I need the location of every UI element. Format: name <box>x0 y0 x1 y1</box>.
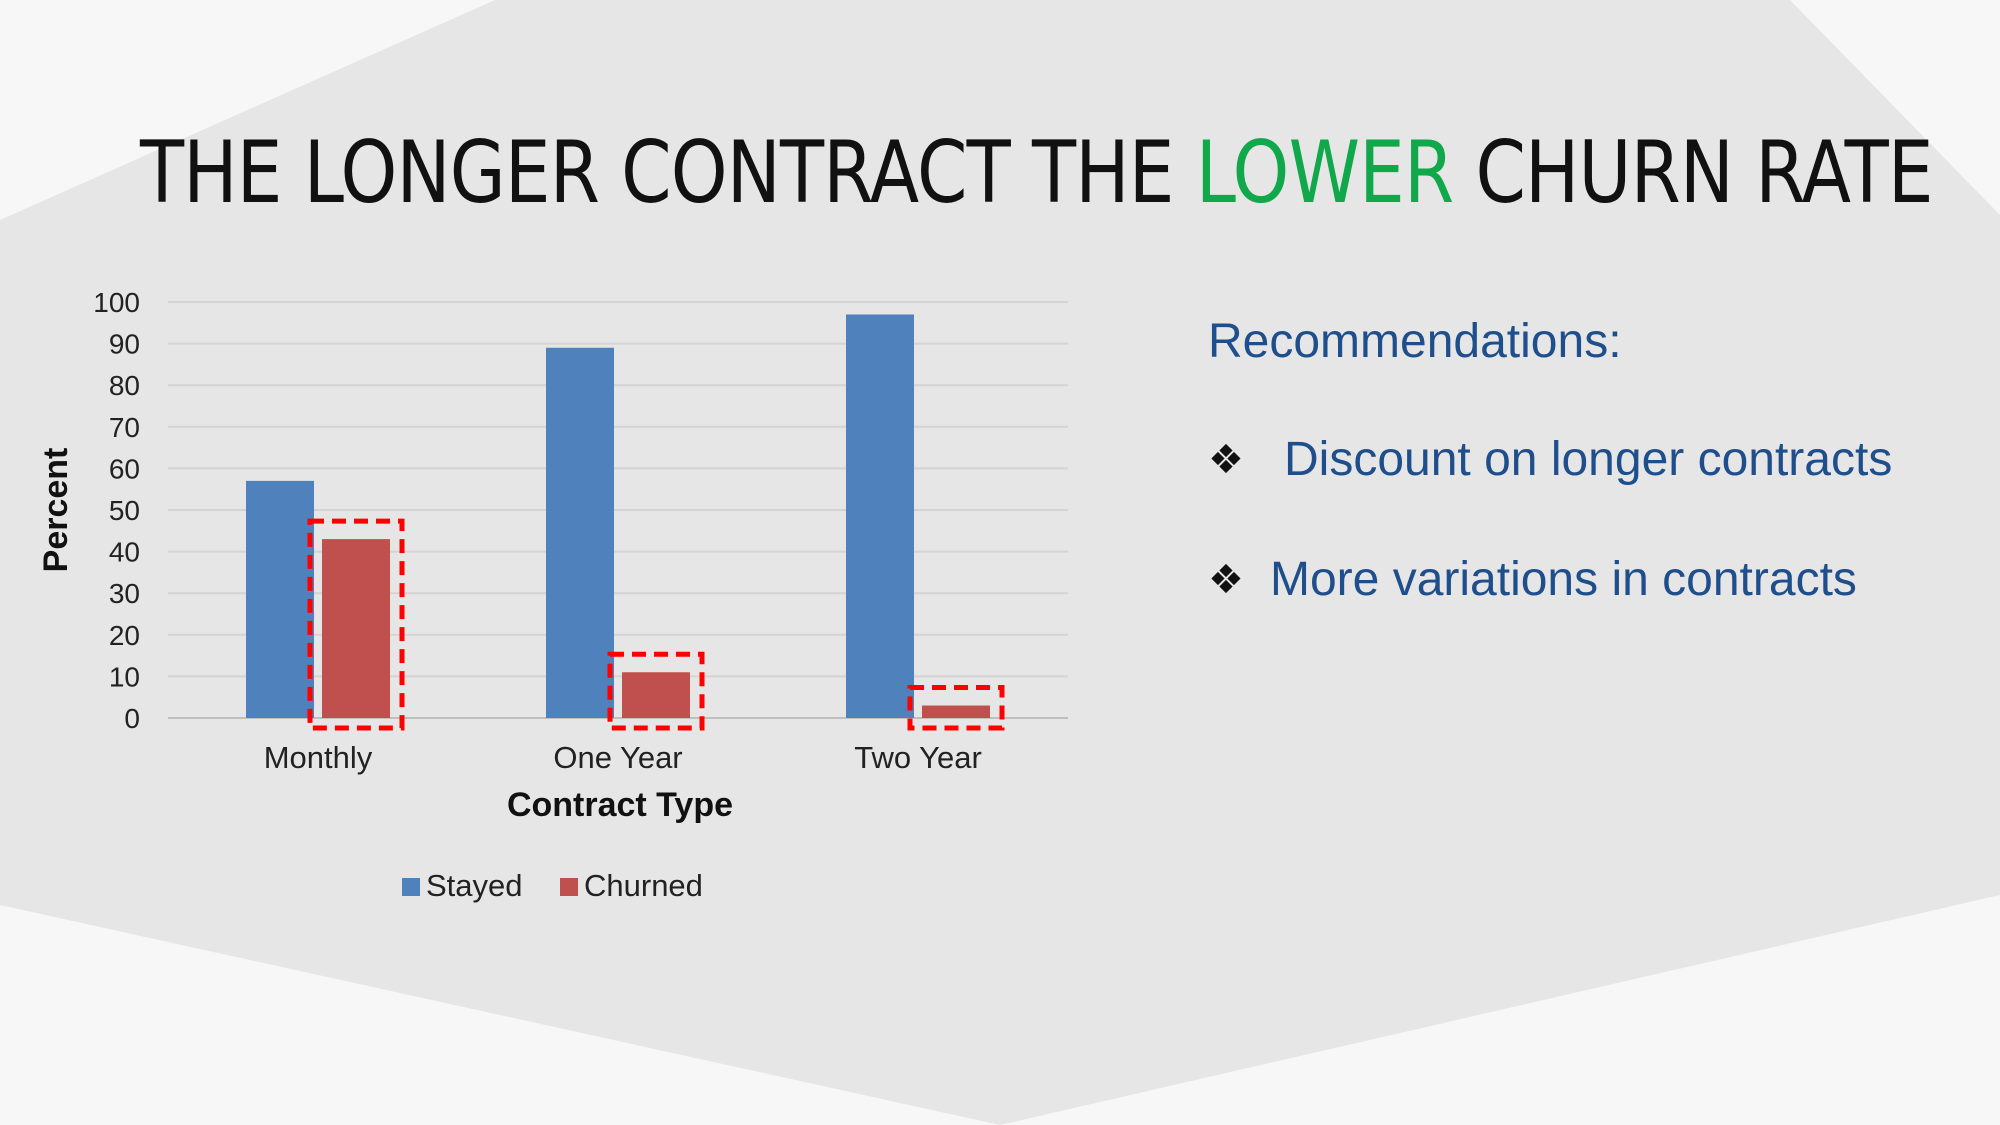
y-axis-ticks: 0 10 20 30 40 50 60 70 80 90 100 <box>93 287 140 734</box>
recommendations-panel: Recommendations: ❖ Discount on longer co… <box>1208 310 1892 606</box>
highlight-box <box>307 518 405 731</box>
y-tick-label: 70 <box>109 412 140 443</box>
bar-churned-monthly <box>322 539 390 718</box>
x-axis-categories: Monthly One Year Two Year <box>264 740 982 775</box>
legend-swatch <box>402 878 420 896</box>
bar-churned-one-year <box>622 672 690 718</box>
legend-label: Stayed <box>426 868 523 903</box>
four-diamond-icon: ❖ <box>1208 438 1244 482</box>
x-category-label: Monthly <box>264 740 373 775</box>
y-tick-label: 80 <box>109 370 140 401</box>
bar-chart: 0 10 20 30 40 50 60 70 80 90 100 Monthly One Year Tw… <box>37 287 1068 903</box>
legend-swatch <box>560 878 578 896</box>
y-tick-label: 20 <box>109 620 140 651</box>
y-tick-label: 0 <box>124 703 140 734</box>
slide-title: THE LONGER CONTRACT THE LOWER CHURN RATE <box>140 118 1934 228</box>
y-tick-label: 10 <box>109 661 140 692</box>
y-axis-title: Percent <box>37 448 75 573</box>
y-tick-label: 30 <box>109 578 140 609</box>
x-axis-title: Contract Type <box>507 786 733 824</box>
chart-grid <box>168 301 1068 719</box>
recommendation-text: More variations in contracts <box>1270 553 1857 606</box>
bar-stayed-two-year <box>846 314 914 718</box>
recommendation-item: ❖ More variations in contracts <box>1208 548 1857 612</box>
x-category-label: Two Year <box>854 740 982 775</box>
recommendations-heading: Recommendations: <box>1208 315 1622 368</box>
legend-label: Churned <box>584 868 703 903</box>
four-diamond-icon: ❖ <box>1208 558 1244 602</box>
highlight-box <box>907 685 1005 731</box>
title-part-1: THE LONGER CONTRACT THE <box>140 123 1196 223</box>
chart-legend: Stayed Churned <box>402 868 703 903</box>
bar-stayed-monthly <box>246 480 314 718</box>
y-tick-label: 40 <box>109 537 140 568</box>
x-category-label: One Year <box>553 740 682 775</box>
y-tick-label: 50 <box>109 495 140 526</box>
y-tick-label: 100 <box>93 287 140 318</box>
churn-highlights <box>307 518 1005 731</box>
recommendation-item: ❖ Discount on longer contracts <box>1208 428 1892 492</box>
title-part-3: CHURN RATE <box>1453 123 1933 223</box>
recommendation-text: Discount on longer contracts <box>1284 433 1893 486</box>
bar-churned-two-year <box>922 705 990 718</box>
bar-stayed-one-year <box>546 347 614 718</box>
highlight-box <box>607 651 705 731</box>
chart-bars <box>246 314 990 718</box>
title-accent-word: LOWER <box>1195 123 1454 223</box>
y-tick-label: 60 <box>109 453 140 484</box>
y-tick-label: 90 <box>109 329 140 360</box>
